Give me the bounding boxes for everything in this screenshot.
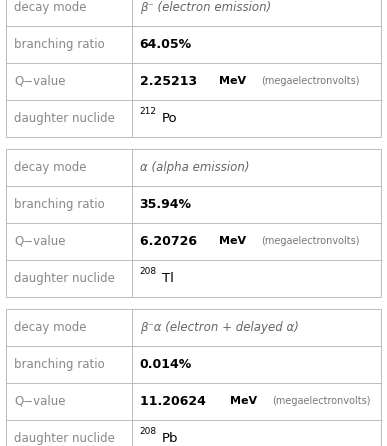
Text: 212: 212: [140, 107, 157, 116]
Text: decay mode: decay mode: [14, 161, 87, 174]
Text: daughter nuclide: daughter nuclide: [14, 112, 115, 125]
Text: branching ratio: branching ratio: [14, 358, 105, 371]
Text: MeV: MeV: [219, 236, 250, 247]
Text: Q−value: Q−value: [14, 75, 65, 88]
Text: 208: 208: [140, 427, 157, 436]
Text: branching ratio: branching ratio: [14, 198, 105, 211]
Text: 35.94%: 35.94%: [140, 198, 192, 211]
Text: 0.014%: 0.014%: [140, 358, 192, 371]
Text: (megaelectronvolts): (megaelectronvolts): [272, 396, 371, 406]
Text: decay mode: decay mode: [14, 1, 87, 14]
Text: MeV: MeV: [230, 396, 261, 406]
Text: 64.05%: 64.05%: [140, 38, 192, 51]
Text: Tl: Tl: [162, 272, 174, 285]
Bar: [6, 309, 381, 446]
Text: (megaelectronvolts): (megaelectronvolts): [261, 236, 359, 247]
Text: α (alpha emission): α (alpha emission): [140, 161, 249, 174]
Text: Po: Po: [161, 112, 177, 125]
Text: Q−value: Q−value: [14, 395, 65, 408]
Text: 6.20726: 6.20726: [140, 235, 201, 248]
Text: 208: 208: [140, 267, 157, 276]
Text: Pb: Pb: [162, 432, 178, 445]
Bar: [6, 149, 381, 297]
Text: Q−value: Q−value: [14, 235, 65, 248]
Text: 2.25213: 2.25213: [140, 75, 201, 88]
Text: β⁻ (electron emission): β⁻ (electron emission): [140, 1, 271, 14]
Text: β⁻α (electron + delayed α): β⁻α (electron + delayed α): [140, 321, 298, 334]
Text: daughter nuclide: daughter nuclide: [14, 272, 115, 285]
Text: (megaelectronvolts): (megaelectronvolts): [261, 77, 360, 87]
Bar: [6, 0, 381, 137]
Text: branching ratio: branching ratio: [14, 38, 105, 51]
Text: 11.20624: 11.20624: [140, 395, 210, 408]
Text: daughter nuclide: daughter nuclide: [14, 432, 115, 445]
Text: decay mode: decay mode: [14, 321, 87, 334]
Text: MeV: MeV: [219, 77, 250, 87]
